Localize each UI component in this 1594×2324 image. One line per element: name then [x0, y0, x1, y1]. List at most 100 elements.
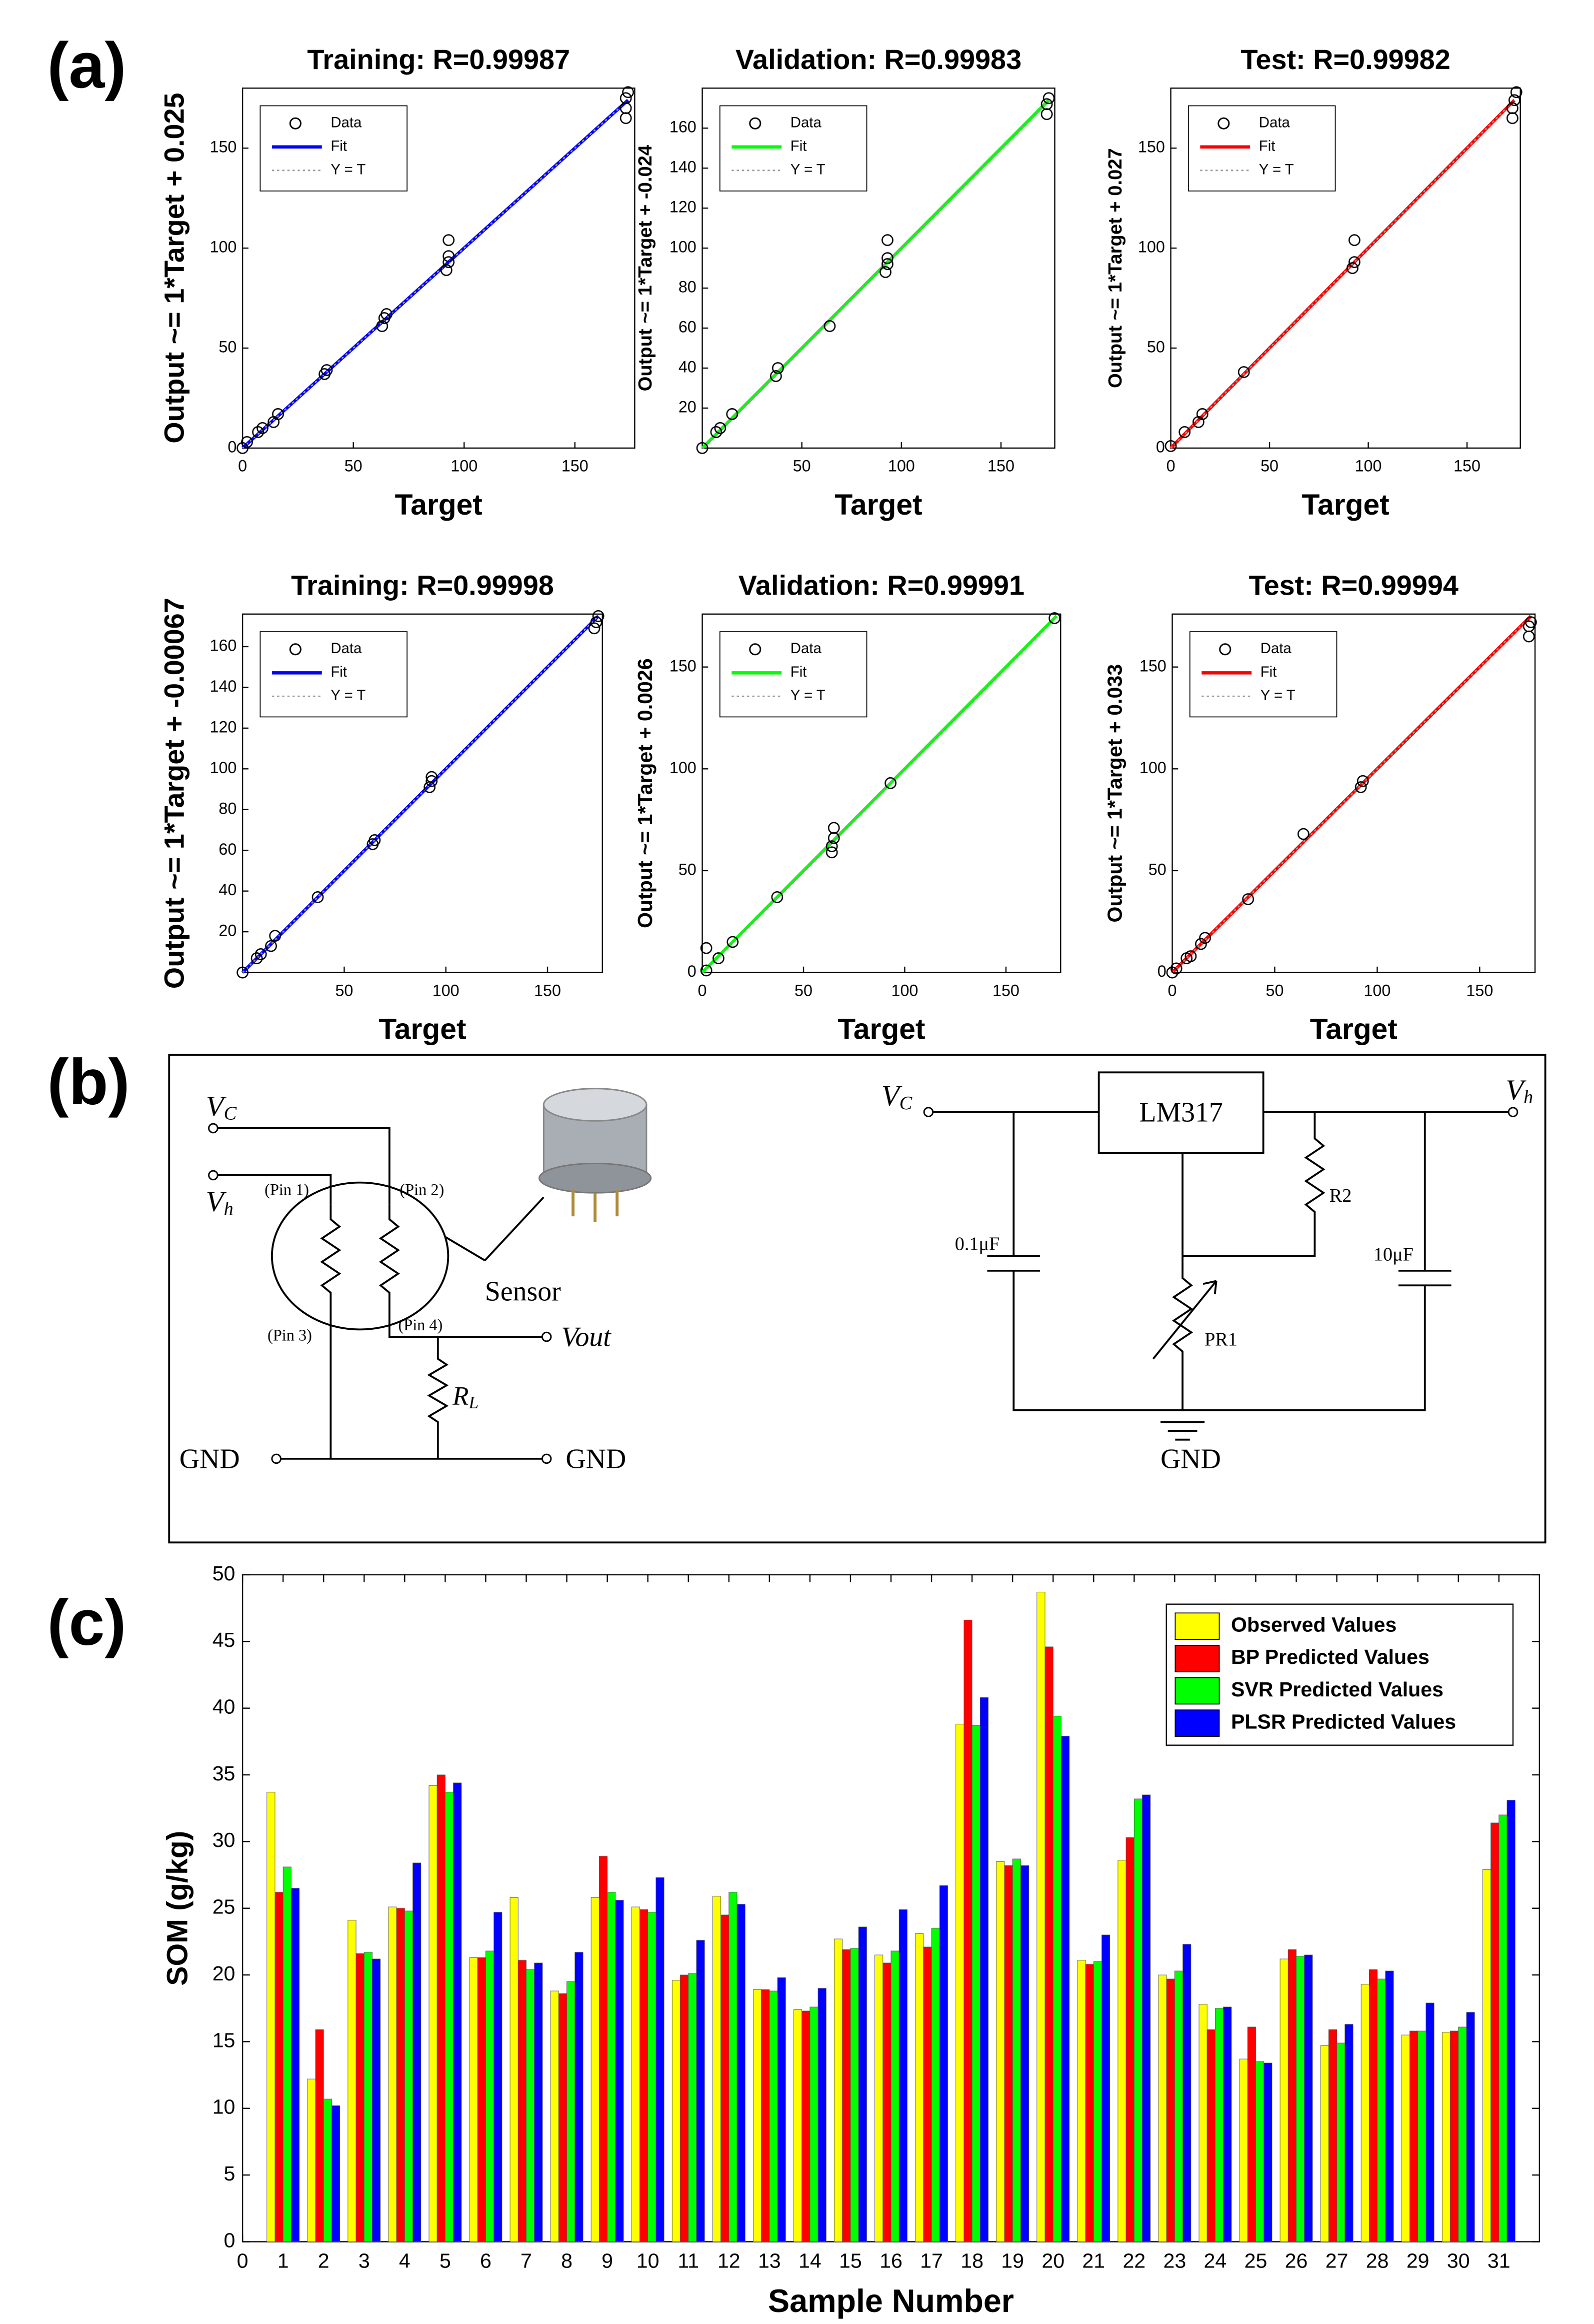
data-point — [1166, 966, 1178, 979]
y-axis-label: Output ~= 1*Target + -0.024 — [634, 145, 656, 391]
x-tick-label: 14 — [798, 2249, 822, 2272]
legend-swatch — [1174, 1677, 1220, 1705]
x-tick-label: 19 — [1001, 2249, 1024, 2272]
bar — [1490, 1822, 1500, 2242]
bar — [550, 1990, 559, 2242]
x-tick-label: 100 — [888, 457, 915, 475]
bar — [372, 1958, 381, 2242]
panel-label: (b) — [47, 1046, 130, 1118]
bar — [534, 1962, 543, 2242]
data-point — [1238, 366, 1250, 378]
bar — [1450, 2030, 1459, 2242]
sensor-base — [538, 1162, 652, 1194]
legend-label: Y = T — [1259, 162, 1294, 178]
label: Vh — [1506, 1074, 1533, 1108]
data-point — [828, 822, 840, 834]
bar — [882, 1962, 892, 2242]
bar — [1385, 1970, 1394, 2242]
data-point — [1040, 98, 1053, 111]
bar — [640, 1909, 648, 2242]
x-tick-label: 100 — [432, 981, 460, 999]
label-text: R — [452, 1382, 468, 1411]
bar — [672, 1980, 680, 2242]
sensor-pointer — [444, 1196, 544, 1261]
data-point — [1354, 781, 1367, 793]
y-axis-label: Output ~= 1*Target + 0.033 — [1104, 664, 1126, 923]
y-tick-label: 50 — [1148, 860, 1166, 878]
x-tick-label: 20 — [1042, 2249, 1064, 2272]
bar — [444, 1792, 454, 2242]
sense-resistor — [378, 1204, 542, 1338]
bar — [428, 1785, 438, 2242]
legend-label: Data — [1259, 115, 1290, 131]
data-point — [1508, 94, 1520, 107]
data-point — [882, 234, 894, 247]
legend-label: Data — [790, 640, 822, 657]
bar — [1360, 1984, 1370, 2242]
x-tick-label: 150 — [534, 981, 561, 999]
sensor-top — [542, 1088, 648, 1122]
bar — [1288, 1949, 1296, 2242]
x-tick-label: 25 — [1244, 2249, 1268, 2272]
data-point — [442, 256, 455, 268]
bar — [1174, 1970, 1184, 2242]
bar — [1426, 2002, 1434, 2242]
y-tick-label: 160 — [670, 118, 696, 136]
regulator-box — [1098, 1071, 1264, 1154]
y-tick-label: 20 — [212, 1962, 236, 1985]
x-tick-label: 9 — [602, 2249, 613, 2272]
bar — [631, 1906, 640, 2242]
terminal — [923, 1107, 934, 1117]
bar — [956, 1724, 964, 2242]
x-tick-label: 1 — [278, 2249, 289, 2272]
y-axis-label: Output ~= 1*Target + 0.0026 — [634, 658, 656, 928]
x-tick-label: 22 — [1122, 2249, 1146, 2272]
potentiometer-arrow — [1152, 1280, 1218, 1360]
terminal — [1508, 1107, 1518, 1117]
data-point — [1348, 256, 1360, 268]
bar — [396, 1908, 405, 2242]
bar — [769, 1990, 778, 2242]
bar — [1377, 1978, 1386, 2242]
bar — [1020, 1865, 1030, 2242]
bar — [364, 1952, 372, 2242]
x-axis-label: Target — [834, 489, 922, 521]
chart-title: Test: R=0.99982 — [1241, 44, 1450, 75]
x-tick-label: 50 — [335, 981, 353, 999]
data-point — [714, 422, 726, 434]
data-point — [440, 264, 452, 276]
legend-swatch — [1174, 1612, 1220, 1640]
data-point — [700, 942, 712, 954]
y-tick-label: 40 — [218, 881, 236, 899]
y-tick-label: 40 — [678, 358, 696, 376]
x-tick-label: 23 — [1164, 2249, 1186, 2272]
data-point — [1184, 950, 1197, 962]
sensor-pins — [572, 1190, 619, 1222]
terminal — [208, 1170, 218, 1181]
data-point — [1524, 616, 1537, 629]
data-point — [1195, 938, 1207, 950]
bar — [1320, 2045, 1329, 2242]
bar — [1085, 1964, 1094, 2242]
data-point — [241, 436, 253, 448]
label-sub: C — [900, 1093, 912, 1114]
x-tick-label: 17 — [920, 2249, 943, 2272]
y-tick-label: 20 — [678, 398, 696, 416]
capacitor-wires — [987, 1112, 1452, 1411]
bar — [1093, 1961, 1102, 2242]
scatter-chart: 50 100 150 20 40 60 80 100 120 140 160 Validation: … — [634, 44, 1056, 521]
label: VC — [206, 1090, 237, 1124]
fit-line — [1170, 100, 1515, 449]
bar — [1182, 1944, 1192, 2242]
bar — [996, 1861, 1005, 2242]
data-point — [712, 952, 724, 964]
bar — [818, 1988, 826, 2242]
x-tick-label: 50 — [794, 981, 812, 999]
y-tick-label: 160 — [210, 637, 236, 655]
data-point — [882, 258, 894, 270]
bar — [1012, 1858, 1021, 2242]
terminal — [208, 1123, 218, 1134]
bar — [1052, 1716, 1062, 2242]
x-tick-label: 50 — [1260, 457, 1278, 475]
bar — [1134, 1798, 1142, 2242]
